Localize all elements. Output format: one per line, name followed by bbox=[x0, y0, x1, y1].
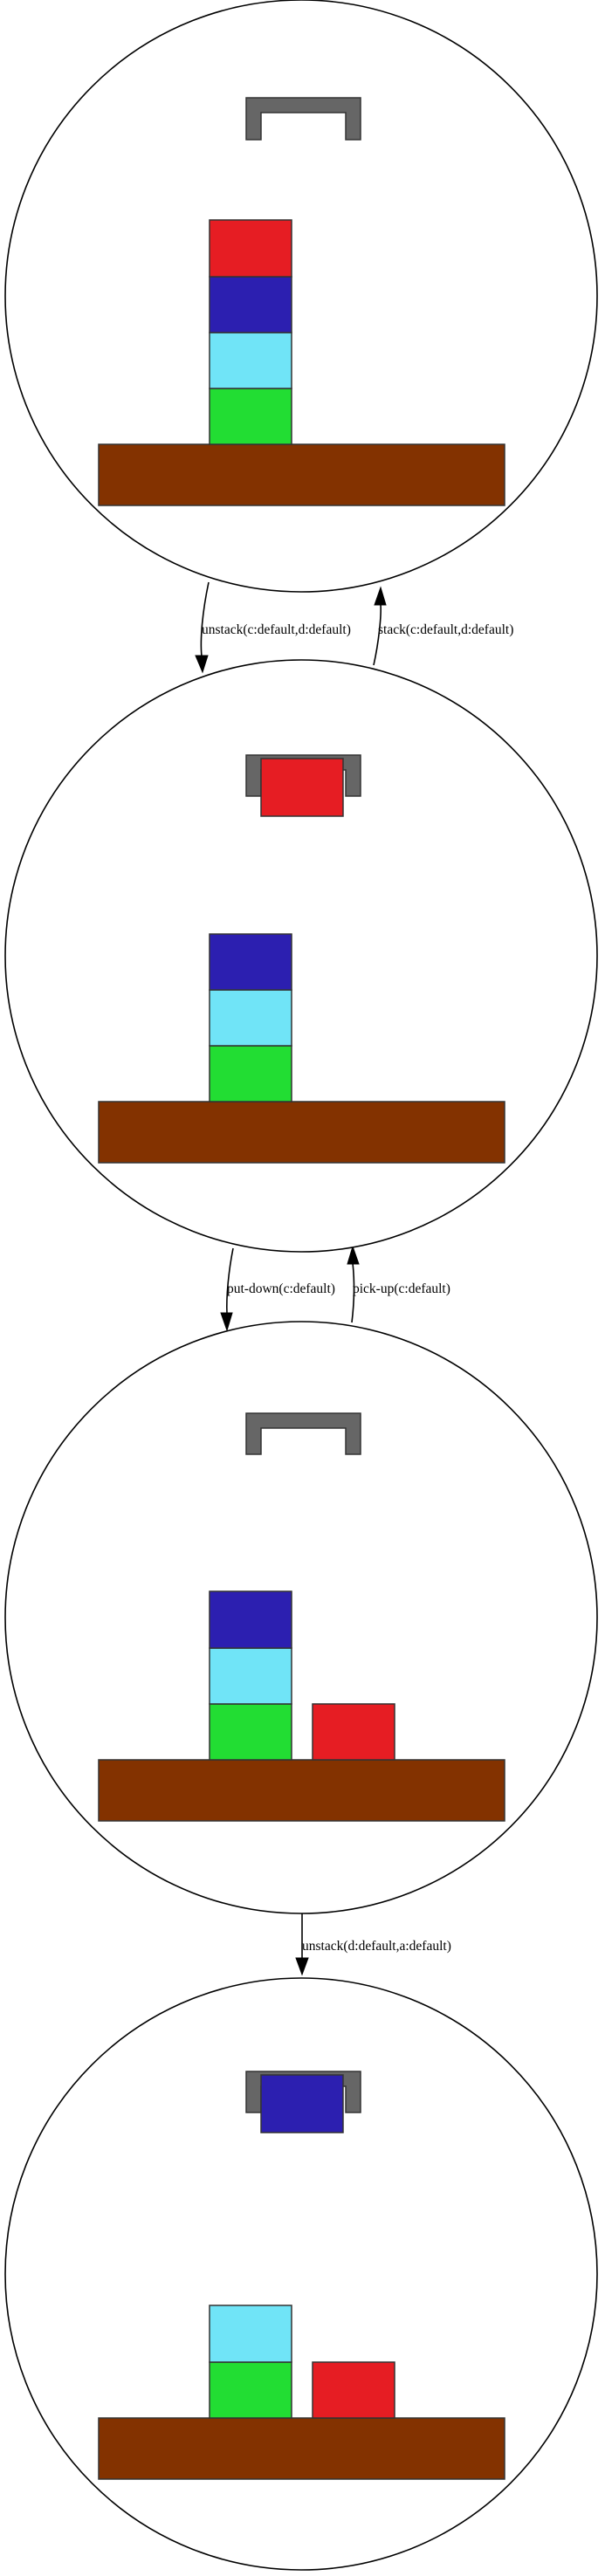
edge-pick-up-c: pick-up(c:default) bbox=[347, 1245, 450, 1323]
block-c bbox=[312, 2361, 395, 2419]
table-surface bbox=[98, 1101, 505, 1164]
edge-stack-c-d: stack(c:default,d:default) bbox=[373, 586, 513, 666]
block-c-held bbox=[260, 758, 344, 817]
edge-label-pick-up-c: pick-up(c:default) bbox=[353, 1281, 450, 1296]
block-d-held bbox=[260, 2074, 344, 2133]
state-node-4 bbox=[4, 1977, 598, 2571]
edge-label-unstack-d-a: unstack(d:default,a:default) bbox=[302, 1939, 451, 1954]
state-node-3 bbox=[4, 1321, 598, 1914]
block-b bbox=[209, 2305, 292, 2363]
block-b bbox=[209, 989, 292, 1047]
edge-label-put-down-c: put-down(c:default) bbox=[227, 1281, 335, 1296]
edge-unstack-c-d: unstack(c:default,d:default) bbox=[195, 581, 351, 674]
table-surface bbox=[98, 2417, 505, 2480]
edge-put-down-c: put-down(c:default) bbox=[220, 1247, 335, 1332]
block-a bbox=[209, 1045, 292, 1103]
gripper-icon bbox=[245, 97, 361, 141]
state-node-1 bbox=[4, 0, 598, 593]
block-d bbox=[209, 276, 292, 333]
edge-label-unstack-c-d: unstack(c:default,d:default) bbox=[202, 622, 351, 637]
edge-unstack-d-a: unstack(d:default,a:default) bbox=[295, 1913, 451, 1976]
table-surface bbox=[98, 1759, 505, 1822]
state-node-2 bbox=[4, 659, 598, 1253]
block-a bbox=[209, 388, 292, 445]
block-c bbox=[312, 1703, 395, 1761]
block-b bbox=[209, 332, 292, 389]
block-a bbox=[209, 1703, 292, 1761]
table-surface bbox=[98, 443, 505, 506]
block-c bbox=[209, 219, 292, 278]
block-a bbox=[209, 2361, 292, 2419]
block-b bbox=[209, 1647, 292, 1705]
edges: unstack(c:default,d:default) stack(c:def… bbox=[195, 581, 513, 1976]
edge-label-stack-c-d: stack(c:default,d:default) bbox=[378, 622, 513, 637]
block-d bbox=[209, 933, 292, 991]
gripper-icon bbox=[245, 1412, 361, 1455]
block-d bbox=[209, 1590, 292, 1649]
